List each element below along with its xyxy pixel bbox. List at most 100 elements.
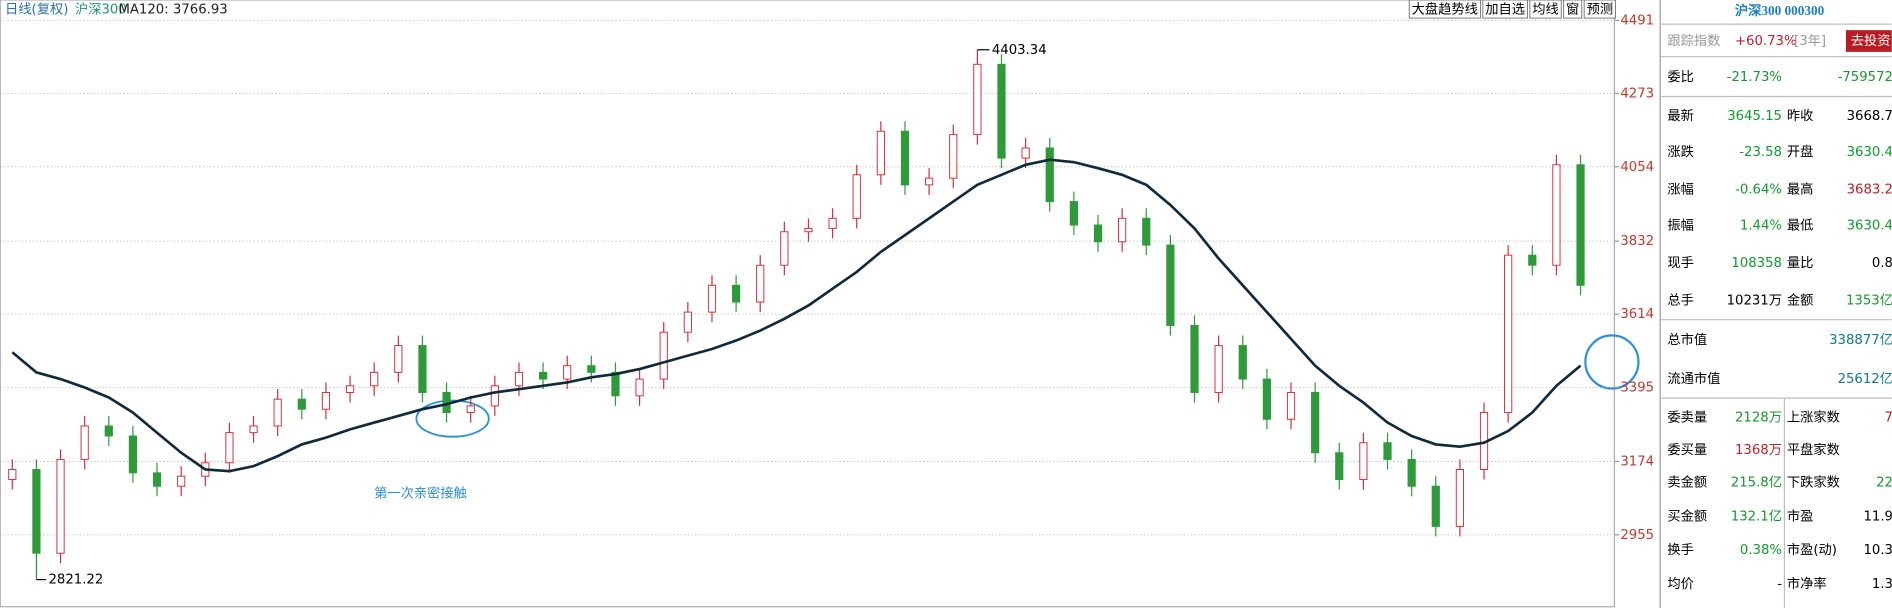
- track-label: 跟踪指数: [1667, 33, 1720, 49]
- candle-body: [418, 345, 427, 393]
- panel-cell: 108358: [1731, 256, 1782, 271]
- candle-body: [466, 405, 475, 414]
- candle-body: [635, 378, 644, 397]
- candle-body: [1311, 391, 1320, 454]
- panel-cell: 涨幅: [1667, 181, 1694, 197]
- panel-cell: 22: [1876, 476, 1892, 491]
- y-tick-label: 4054: [1620, 160, 1654, 175]
- toolbar-label: 均线: [1532, 2, 1559, 18]
- candle-body: [1455, 469, 1465, 527]
- candle-body: [1045, 147, 1054, 203]
- candle-body: [756, 264, 765, 303]
- legend-value: : 3766.93: [164, 3, 227, 18]
- candle-body: [900, 130, 910, 186]
- candle-body: [370, 371, 379, 387]
- invest-button[interactable]: [1845, 30, 1892, 52]
- candle-body: [1262, 378, 1271, 420]
- panel-cell: -21.73%: [1727, 70, 1782, 85]
- candle-body: [1214, 345, 1223, 393]
- toolbar-button[interactable]: [1529, 0, 1562, 19]
- candle-body: [1021, 147, 1030, 159]
- candle-body: [80, 425, 89, 460]
- candle-body: [973, 63, 982, 136]
- candle-body: [321, 391, 331, 410]
- panel-cell: 338877亿: [1829, 332, 1892, 348]
- y-tick-label: 2955: [1620, 528, 1654, 543]
- toolbar-button[interactable]: [1563, 0, 1583, 19]
- candle-body: [611, 371, 620, 397]
- panel-cell: 1.3: [1872, 577, 1892, 592]
- candle-body: [1069, 201, 1078, 226]
- candle-body: [152, 472, 162, 487]
- panel-cell: -: [1777, 577, 1782, 592]
- panel-cell: 平盘家数: [1787, 441, 1840, 458]
- candle-body: [297, 398, 306, 410]
- track-period: [3年]: [1794, 33, 1826, 49]
- panel-cell: 下跌家数: [1787, 474, 1840, 491]
- panel-cell: 委比: [1667, 69, 1694, 85]
- candle-body: [780, 231, 789, 266]
- candle-body: [394, 345, 403, 373]
- panel-cell: 3630.4: [1847, 219, 1892, 234]
- candle-body: [1407, 458, 1416, 487]
- candle-body: [8, 469, 17, 481]
- peak-label: 4403.34: [992, 43, 1047, 58]
- candle-body: [852, 174, 861, 219]
- panel-cell: -0.64%: [1735, 182, 1782, 197]
- panel-cell: -23.58: [1739, 145, 1782, 160]
- panel-cell: 最新: [1667, 108, 1694, 124]
- candle-body: [249, 425, 258, 434]
- candle-body: [1166, 244, 1175, 326]
- panel-cell: 1353亿: [1846, 292, 1892, 308]
- toolbar-button[interactable]: [1408, 0, 1481, 19]
- candle-body: [949, 134, 958, 179]
- panel-cell: -759572: [1838, 70, 1892, 85]
- panel-cell: 25612亿: [1838, 371, 1892, 387]
- panel-cell: 量比: [1787, 255, 1814, 271]
- toolbar-label: 大盘趋势线: [1412, 1, 1478, 18]
- trough-label: 2821.22: [48, 573, 103, 588]
- panel-cell: 均价: [1667, 576, 1694, 592]
- panel-cell: 3668.7: [1847, 109, 1892, 124]
- y-tick-label: 4491: [1620, 13, 1654, 28]
- candle-body: [731, 284, 741, 303]
- candle-body: [707, 284, 717, 313]
- panel-cell: 委买量: [1667, 442, 1707, 458]
- toolbar-button[interactable]: [1482, 0, 1528, 19]
- candle-body: [1576, 164, 1585, 286]
- candle-body: [1190, 325, 1199, 393]
- highlight-circle: [1584, 334, 1640, 390]
- panel-cell: 委卖量: [1667, 409, 1707, 425]
- panel-cell: 换手: [1667, 542, 1694, 558]
- candle-body: [56, 458, 65, 554]
- candle-body: [1286, 391, 1296, 420]
- candle-body: [1118, 217, 1127, 243]
- candle-body: [997, 63, 1006, 159]
- panel-cell: 最高: [1787, 180, 1814, 197]
- candle-body: [345, 385, 355, 393]
- panel-cell: 市盈: [1787, 507, 1814, 524]
- symbol: 沪深300: [75, 2, 127, 18]
- annotation: 第一次亲密接触: [374, 484, 467, 501]
- candle-body: [1142, 217, 1151, 246]
- panel-cell: 2128万: [1735, 410, 1782, 425]
- panel-cell: 市盈(动): [1787, 541, 1837, 558]
- candle-body: [128, 435, 138, 474]
- plot-frame: [0, 0, 1615, 608]
- panel-cell: 7: [1885, 410, 1892, 425]
- y-tick-label: 3614: [1620, 307, 1654, 322]
- panel-cell: 涨跌: [1667, 144, 1694, 160]
- candle-body: [490, 385, 499, 407]
- track-value: +60.73%: [1735, 34, 1797, 49]
- y-tick-label: 3174: [1620, 454, 1654, 469]
- ma-line: [11, 158, 1582, 473]
- panel-cell: 现手: [1667, 255, 1694, 271]
- toolbar-button[interactable]: [1583, 0, 1616, 19]
- panel-cell: 昨收: [1787, 108, 1814, 124]
- candle-body: [804, 227, 813, 233]
- panel-cell: 3645.15: [1727, 109, 1782, 124]
- panel-cell: 卖金额: [1667, 475, 1707, 491]
